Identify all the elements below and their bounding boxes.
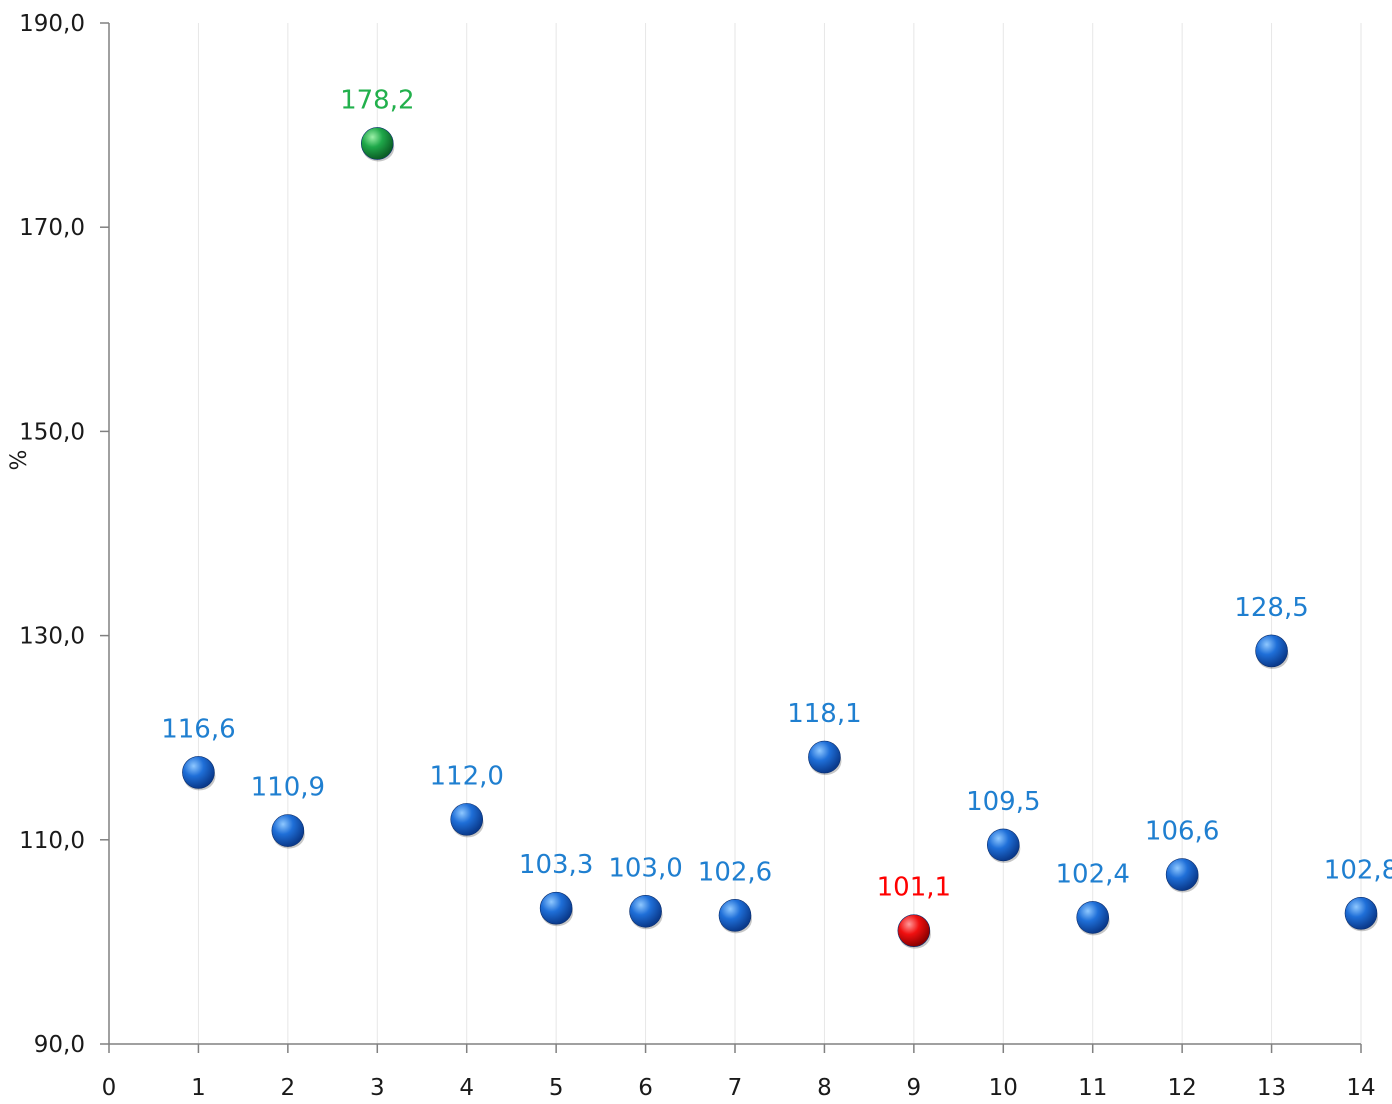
data-point-marker xyxy=(1076,901,1110,934)
data-point xyxy=(1165,858,1200,893)
x-tick-label: 14 xyxy=(1346,1075,1375,1101)
data-point xyxy=(718,899,752,934)
axes xyxy=(100,22,1362,1053)
x-tick-label: 9 xyxy=(907,1075,922,1101)
data-point xyxy=(182,756,216,791)
data-label: 116,6 xyxy=(161,714,235,744)
data-point-marker xyxy=(718,899,752,932)
data-label: 102,4 xyxy=(1055,859,1129,889)
x-tick-label: 6 xyxy=(638,1075,653,1101)
data-label: 118,1 xyxy=(787,699,861,729)
x-tick-label: 7 xyxy=(728,1075,743,1101)
data-point xyxy=(897,914,931,949)
data-point xyxy=(271,814,305,849)
y-tick-label: 130,0 xyxy=(19,624,85,650)
data-label: 112,0 xyxy=(429,761,503,791)
data-point xyxy=(450,803,484,838)
data-point xyxy=(360,127,395,162)
data-point xyxy=(539,891,574,927)
data-point-marker xyxy=(450,803,484,836)
data-point xyxy=(986,828,1021,863)
data-label: 106,6 xyxy=(1145,817,1219,847)
data-points xyxy=(182,127,1378,949)
data-label: 110,9 xyxy=(251,773,325,803)
data-point-marker xyxy=(182,756,215,789)
data-point-marker xyxy=(539,891,573,925)
data-point-marker xyxy=(1344,897,1378,930)
data-point-marker xyxy=(1165,858,1199,891)
x-tick-label: 10 xyxy=(989,1075,1018,1101)
data-label: 109,5 xyxy=(966,787,1040,817)
data-label: 103,0 xyxy=(608,853,682,883)
x-tick-label: 11 xyxy=(1078,1075,1107,1101)
y-axis-title: % xyxy=(7,450,32,471)
data-label: 103,3 xyxy=(519,850,593,880)
x-tick-label: 2 xyxy=(281,1075,296,1101)
x-tick-label: 5 xyxy=(549,1075,564,1101)
y-tick-label: 170,0 xyxy=(19,215,85,241)
data-label: 102,6 xyxy=(698,857,772,887)
x-tick-label: 12 xyxy=(1168,1075,1197,1101)
y-tick-label: 190,0 xyxy=(19,11,85,37)
data-point xyxy=(629,894,663,930)
data-point xyxy=(1255,634,1289,669)
data-point-marker xyxy=(360,127,394,160)
y-tick-label: 90,0 xyxy=(34,1032,85,1058)
data-point xyxy=(1344,897,1378,932)
y-tick-label: 150,0 xyxy=(19,419,85,445)
data-label: 101,1 xyxy=(877,873,951,903)
data-point xyxy=(808,740,842,776)
data-label: 178,2 xyxy=(340,85,414,115)
x-tick-label: 3 xyxy=(370,1075,385,1101)
data-labels: 116,6 110,9 178,2 112,0 103,3 103,0 102,6 118,1… xyxy=(161,85,1392,902)
data-point-marker xyxy=(1255,634,1288,668)
x-tick-label: 13 xyxy=(1257,1075,1286,1101)
x-tick-label: 1 xyxy=(191,1075,206,1101)
x-tick-label: 0 xyxy=(102,1075,117,1101)
data-point xyxy=(1076,901,1110,936)
gridlines xyxy=(197,23,1362,1044)
x-tick-label: 4 xyxy=(459,1075,474,1101)
x-tick-label: 8 xyxy=(817,1075,832,1101)
data-point-marker xyxy=(629,894,662,928)
data-point-marker xyxy=(897,914,931,947)
data-point-marker xyxy=(986,828,1020,862)
data-label: 102,8 xyxy=(1324,855,1392,885)
y-tick-label: 110,0 xyxy=(19,828,85,854)
data-point-marker xyxy=(271,814,305,847)
data-point-marker xyxy=(808,740,841,774)
data-label: 128,5 xyxy=(1234,593,1308,623)
